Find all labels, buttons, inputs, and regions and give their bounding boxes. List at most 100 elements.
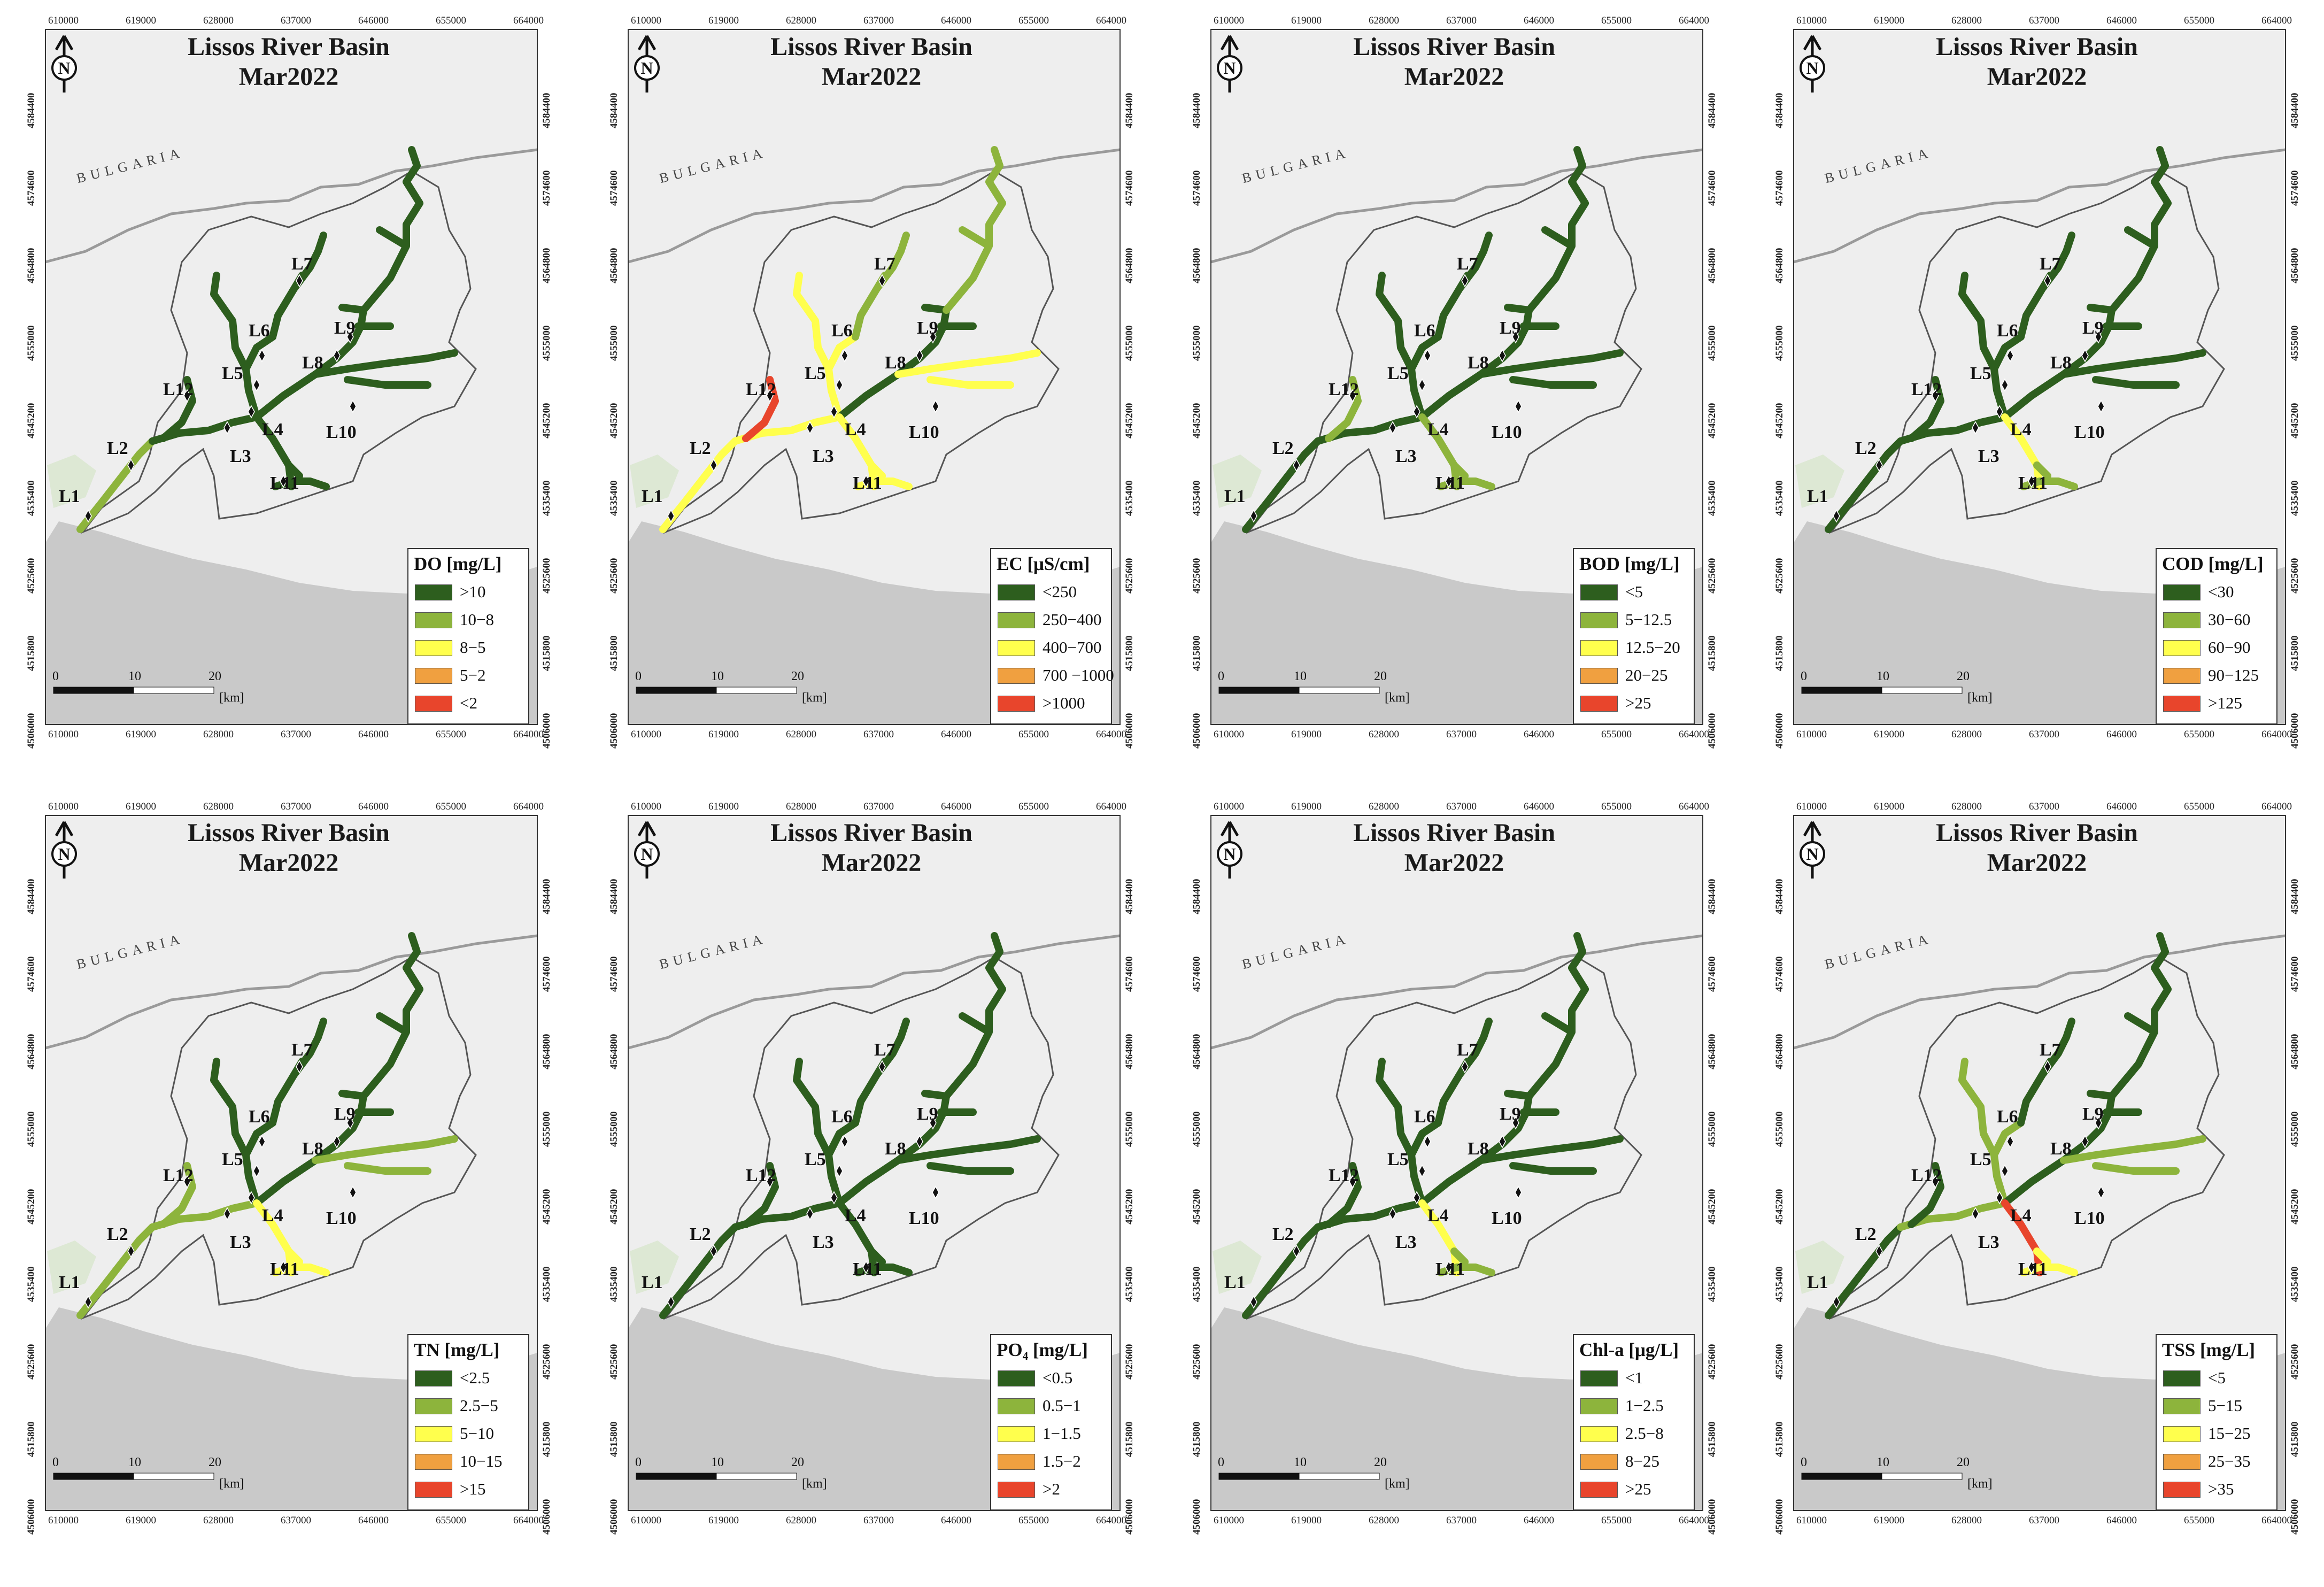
scale-bar-black: [53, 1473, 134, 1480]
north-label: N: [1806, 58, 1819, 78]
river-segment-trunk-low: [76, 1223, 156, 1319]
y-tick-label: 4506000: [1124, 713, 1135, 749]
y-tick-label: 4525600: [541, 558, 552, 594]
legend-swatch: [998, 696, 1035, 712]
site-marker-l11: [2028, 1260, 2035, 1274]
y-tick-label: 4545200: [26, 403, 37, 439]
legend-swatch: [998, 1482, 1035, 1498]
y-tick-label: 4535400: [541, 480, 552, 517]
legend: EC [μS/cm] <250 250−400 400−700 700 −1000 >10…: [990, 548, 1114, 725]
x-tick-label: 610000: [631, 15, 661, 26]
river-segment-l12: [159, 1162, 196, 1228]
x-tick-label: 628000: [1951, 801, 1982, 812]
site-marker-l7: [2044, 1060, 2051, 1074]
site-marker-l4: [1413, 1191, 1420, 1205]
site-label-l5: L5: [805, 364, 826, 383]
y-tick-label: 4545200: [1774, 1189, 1785, 1225]
legend: PO₄ [mg/L] <0.5 0.5−1 1−1.5 1.5−2 >2: [990, 1334, 1112, 1511]
map-title-line2: Mar2022: [1987, 849, 2087, 877]
x-tick-label: 610000: [1796, 729, 1827, 740]
y-tick-label: 4506000: [26, 713, 37, 749]
scale-bar-label: [km]: [802, 1477, 827, 1491]
map-title-line1: Lissos River Basin: [770, 33, 972, 61]
x-tick-label: 646000: [358, 801, 389, 812]
river-segment-l5l6: [1376, 1058, 1442, 1207]
legend-label: >125: [2208, 694, 2242, 712]
x-tick-label: 655000: [2184, 729, 2214, 740]
x-tick-label: 655000: [2184, 15, 2214, 26]
y-tick-label: 4574600: [1124, 170, 1135, 206]
site-marker-l1: [84, 509, 92, 523]
y-tick-label: 4515800: [1774, 635, 1785, 672]
scale-bar-label: [km]: [802, 691, 827, 705]
x-tick-label: 637000: [863, 1515, 894, 1526]
legend-swatch: [415, 1370, 452, 1386]
site-marker-l1: [1250, 1295, 1257, 1309]
river-segment-east-upper: [360, 146, 423, 314]
river-segment-l5l6: [210, 272, 276, 421]
legend-title: EC [μS/cm]: [997, 553, 1090, 574]
scale-bar-white: [1881, 687, 1963, 694]
x-tick-label: 628000: [1369, 801, 1399, 812]
x-tick-label: 610000: [1214, 801, 1244, 812]
legend-label: 90−125: [2208, 666, 2259, 684]
site-marker-l12: [183, 1175, 191, 1189]
site-marker-l11: [862, 1260, 870, 1274]
site-marker-l9: [2095, 330, 2102, 344]
site-label-l3: L3: [1978, 1232, 1999, 1252]
river-segment-l11: [253, 1199, 295, 1276]
x-tick-label: 655000: [1018, 1515, 1049, 1526]
y-tick-label: 4506000: [2289, 713, 2300, 749]
y-tick-label: 4555000: [608, 1111, 620, 1147]
scale-bar-white: [133, 687, 214, 694]
site-label-l6: L6: [1997, 1107, 2018, 1127]
y-tick-label: 4555000: [1124, 1111, 1135, 1147]
scale-bar-label: 0: [635, 1455, 642, 1469]
site-label-l9: L9: [334, 318, 356, 338]
y-tick-label: 4574600: [1124, 956, 1135, 992]
map-title-line2: Mar2022: [821, 63, 922, 91]
legend-swatch: [1580, 584, 1618, 600]
y-tick-label: 4555000: [2289, 1111, 2300, 1147]
site-marker-l5: [2001, 378, 2009, 392]
national-border: [628, 934, 1121, 1050]
site-label-l5: L5: [222, 1150, 243, 1169]
site-marker-l4: [248, 405, 255, 419]
legend-label: 12.5−20: [1625, 638, 1680, 657]
scale-bar-label: [km]: [219, 1477, 244, 1491]
y-tick-label: 4545200: [608, 403, 620, 439]
site-marker-l2: [1875, 458, 1883, 472]
site-label-l5: L5: [1970, 1150, 1991, 1169]
y-tick-label: 4506000: [26, 1499, 37, 1535]
legend-swatch: [2163, 668, 2201, 684]
site-label-l3: L3: [230, 1232, 251, 1252]
y-tick-label: 4555000: [541, 325, 552, 361]
y-tick-label: 4564800: [1124, 248, 1135, 284]
x-tick-label: 637000: [281, 729, 311, 740]
y-tick-label: 4574600: [26, 170, 37, 206]
site-marker-l6: [2006, 1135, 2014, 1149]
y-tick-label: 4525600: [1707, 1344, 1718, 1380]
y-tick-label: 4574600: [2289, 170, 2300, 206]
x-tick-label: 610000: [1214, 729, 1244, 740]
scale-bar-label: 10: [711, 1455, 724, 1469]
legend-swatch: [2163, 584, 2201, 600]
site-marker-l3: [1389, 1207, 1396, 1221]
site-label-l4: L4: [1427, 1206, 1449, 1226]
x-tick-label: 628000: [786, 1515, 816, 1526]
site-marker-l5: [836, 1164, 843, 1178]
y-tick-label: 4555000: [26, 325, 37, 361]
scale-bar-label: 10: [711, 669, 724, 683]
site-label-l5: L5: [1970, 364, 1991, 383]
x-tick-label: 610000: [1796, 801, 1827, 812]
legend-swatch: [415, 1398, 452, 1414]
site-marker-l10: [932, 1185, 939, 1199]
river-segment-l11: [2001, 413, 2043, 490]
river-segment-l10: [1477, 349, 1624, 389]
site-marker-l7: [878, 1060, 886, 1074]
site-label-l7: L7: [2040, 1040, 2061, 1060]
site-marker-l4: [830, 405, 838, 419]
y-tick-label: 4555000: [26, 1111, 37, 1147]
x-tick-label: 646000: [941, 1515, 971, 1526]
x-tick-label: 610000: [631, 801, 661, 812]
